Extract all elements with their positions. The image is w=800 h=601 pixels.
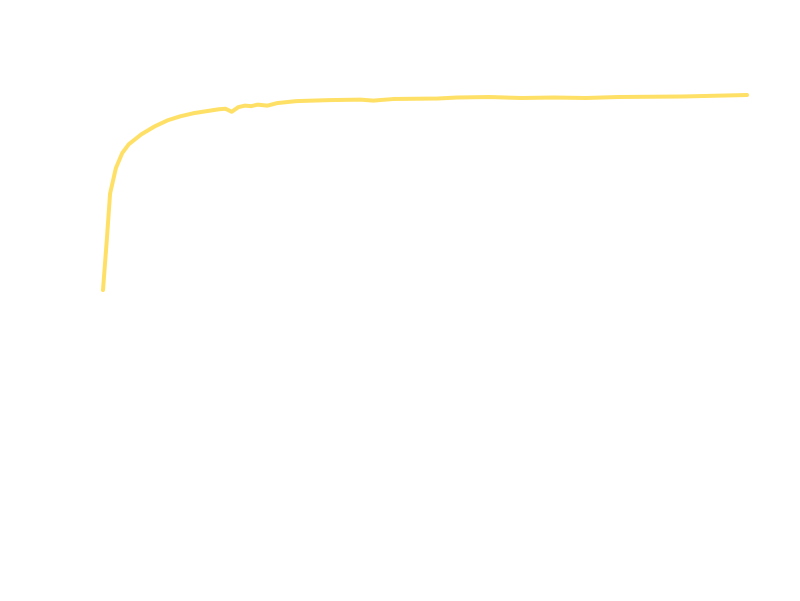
series-line-1 bbox=[101, 93, 749, 292]
plot-area bbox=[101, 93, 749, 292]
